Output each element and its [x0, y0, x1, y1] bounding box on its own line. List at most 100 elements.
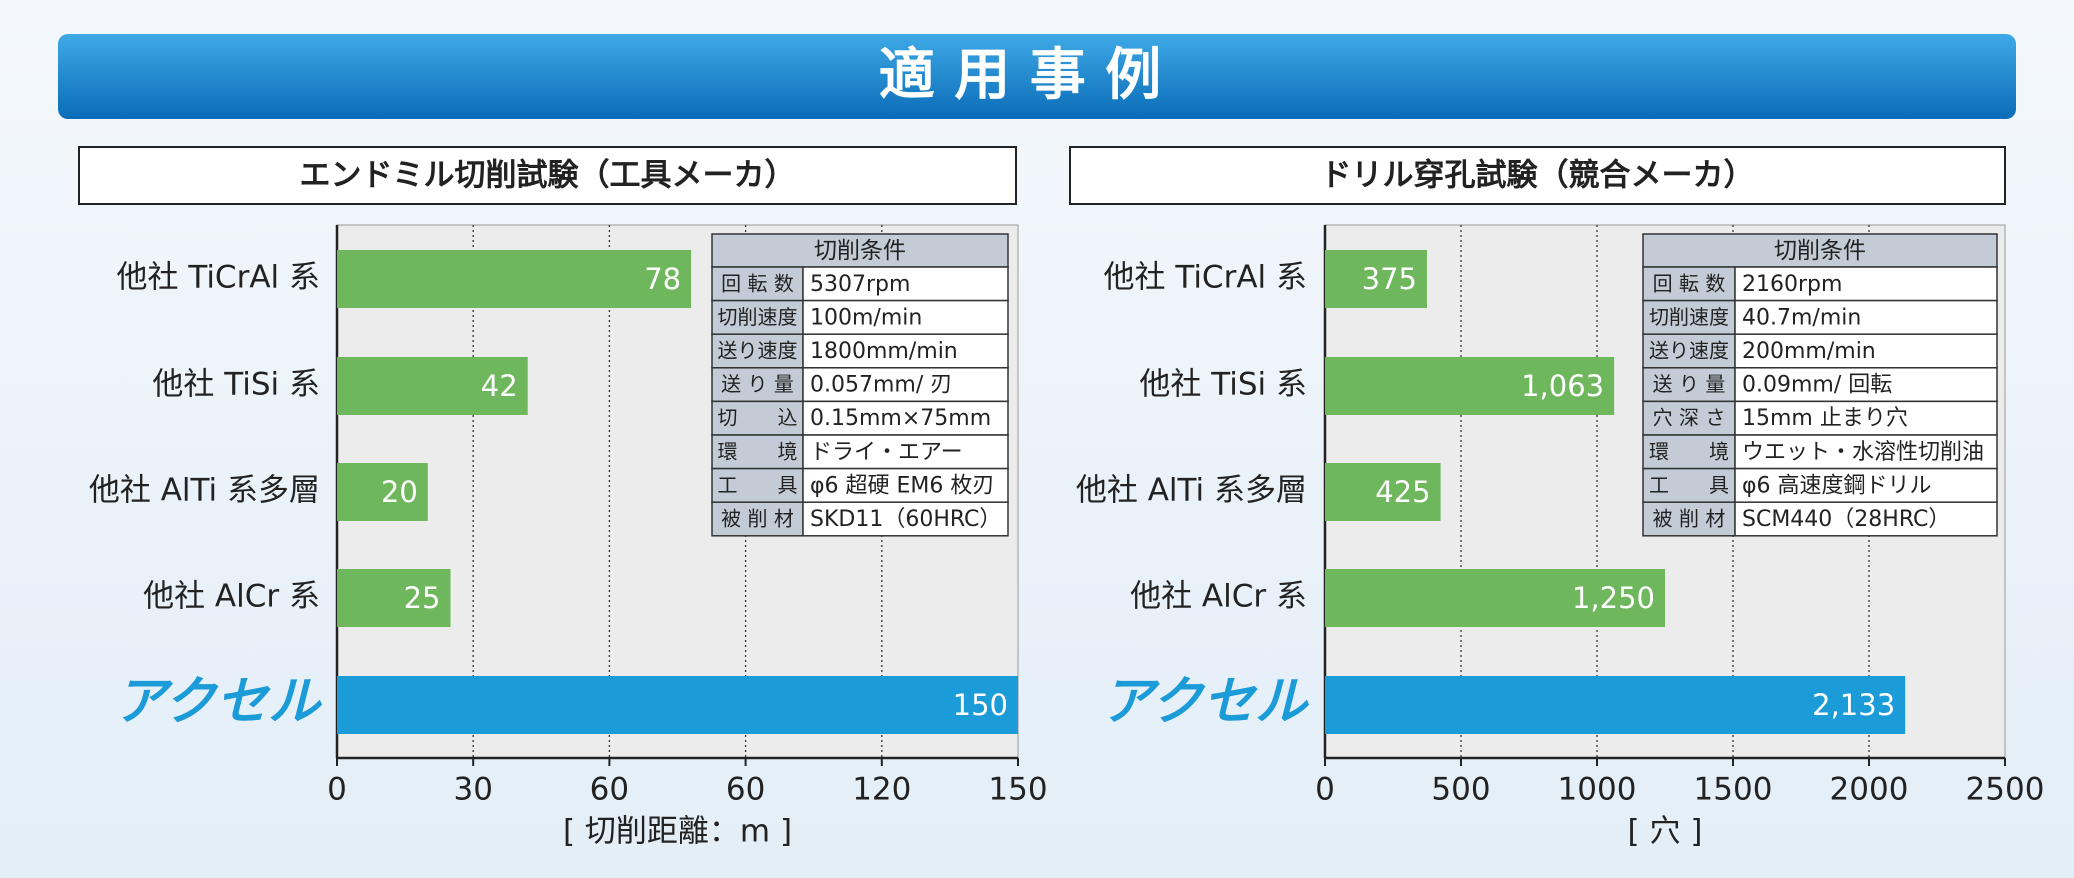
bar: [1325, 357, 1615, 415]
table-key-cell: [711, 299, 804, 335]
table-key: 穴 深 さ: [1653, 406, 1726, 430]
table-value: 0.057mm/ 刃: [810, 373, 952, 398]
table-value-cell: [802, 501, 1009, 537]
x-tick-label: 1500: [1694, 772, 1773, 808]
value-label: 20: [381, 475, 418, 509]
x-tick-label: 150: [988, 772, 1047, 808]
table-key-cell: [711, 501, 804, 537]
table-key: 切削速度: [1649, 305, 1729, 329]
chart-title: ドリル穿孔試験（競合メーカ）: [1321, 158, 1755, 194]
bar: [1325, 250, 1427, 308]
table-key: 送 り 量: [721, 372, 794, 396]
header-title: 適 用 事 例: [879, 43, 1162, 108]
table-value: 40.7m/min: [1742, 305, 1861, 330]
value-label: 2,133: [1812, 688, 1895, 722]
table-value-cell: [802, 467, 1009, 503]
table-key-cell: [1642, 333, 1736, 369]
table-value: 0.09mm/ 回転: [1742, 373, 1892, 398]
category-label: 他社 AlTi 系多層: [1076, 473, 1307, 509]
bar: [337, 463, 428, 521]
chart-title-box: [78, 146, 1017, 205]
table-value-cell: [802, 367, 1009, 403]
table-title: 切削条件: [1774, 238, 1866, 264]
x-axis-label: [ 穴 ]: [1628, 814, 1703, 850]
table-key: 工 具: [718, 473, 798, 497]
table-key: 切 込: [718, 406, 798, 430]
category-label: 他社 AlTi 系多層: [89, 473, 320, 509]
table-key: 回 転 数: [721, 271, 794, 295]
x-tick-label: 30: [453, 772, 492, 808]
table-key: 送り速度: [718, 339, 798, 363]
category-label: 他社 TiSi 系: [1139, 367, 1307, 403]
table-value: ウエット・水溶性切削油: [1742, 440, 1984, 465]
table-value-cell: [802, 299, 1009, 335]
table-value: 2160rpm: [1742, 272, 1842, 297]
table-key-cell: [711, 266, 804, 302]
value-label: 1,250: [1572, 581, 1655, 615]
category-label: アクセル: [1102, 672, 1310, 732]
category-label: 他社 TiCrAl 系: [116, 260, 320, 296]
table-key: 工 具: [1649, 473, 1729, 497]
bar: [337, 569, 451, 627]
table-key-cell: [1642, 299, 1736, 335]
bar: [1325, 569, 1665, 627]
table-key: 被 削 材: [721, 507, 794, 531]
x-tick-label: 60: [726, 772, 765, 808]
table-value-cell: [802, 434, 1009, 470]
table-value: SKD11（60HRC）: [810, 507, 1001, 532]
value-label: 25: [404, 581, 441, 615]
table-value-cell: [1734, 501, 1998, 537]
table-value-cell: [802, 333, 1009, 369]
table-key: 環 境: [718, 439, 798, 463]
table-key-cell: [1642, 501, 1736, 537]
table-value-cell: [1734, 467, 1998, 503]
bar: [1325, 463, 1441, 521]
value-label: 42: [481, 369, 518, 403]
header-banner: [58, 34, 2016, 119]
category-label: 他社 AlCr 系: [1130, 579, 1307, 615]
bar: [337, 676, 1018, 734]
table-value-cell: [1734, 434, 1998, 470]
table-value-cell: [1734, 266, 1998, 302]
table-header-bg: [711, 233, 1009, 268]
x-tick-label: 0: [327, 772, 347, 808]
table-key: 送 り 量: [1653, 372, 1726, 396]
table-value: 100m/min: [810, 305, 922, 330]
bar: [337, 357, 528, 415]
value-label: 78: [644, 262, 681, 296]
x-tick-label: 120: [852, 772, 911, 808]
table-key: 切削速度: [718, 305, 798, 329]
category-label: アクセル: [115, 672, 323, 732]
table-value: φ6 高速度鋼ドリル: [1742, 473, 1932, 498]
x-tick-label: 500: [1431, 772, 1490, 808]
x-tick-label: 2500: [1966, 772, 2045, 808]
table-key: 送り速度: [1649, 339, 1729, 363]
table-value: SCM440（28HRC）: [1742, 507, 1950, 532]
table-value: 5307rpm: [810, 272, 910, 297]
table-key-cell: [711, 367, 804, 403]
table-key: 回 転 数: [1653, 271, 1726, 295]
value-label: 425: [1375, 475, 1430, 509]
table-value: 1800mm/min: [810, 339, 958, 364]
table-value: 15mm 止まり穴: [1742, 406, 1908, 431]
value-label: 375: [1362, 262, 1417, 296]
table-key: 被 削 材: [1653, 507, 1726, 531]
chart-title-box: [1069, 146, 2006, 205]
value-label: 1,063: [1521, 369, 1604, 403]
table-value: φ6 超硬 EM6 枚刃: [810, 473, 994, 498]
table-key-cell: [1642, 467, 1736, 503]
table-value-cell: [1734, 367, 1998, 403]
table-key: 環 境: [1649, 439, 1729, 463]
table-value: 200mm/min: [1742, 339, 1876, 364]
x-tick-label: 0: [1315, 772, 1335, 808]
x-axis-label: [ 切削距離：m ]: [563, 814, 792, 850]
x-tick-label: 60: [590, 772, 629, 808]
table-value: ドライ・エアー: [810, 440, 963, 465]
bar: [337, 250, 692, 308]
category-label: 他社 TiSi 系: [152, 367, 320, 403]
chart-title: エンドミル切削試験（工具メーカ）: [300, 158, 796, 194]
table-value: 0.15mm×75mm: [810, 406, 991, 431]
category-label: 他社 AlCr 系: [143, 579, 320, 615]
category-label: 他社 TiCrAl 系: [1103, 260, 1307, 296]
